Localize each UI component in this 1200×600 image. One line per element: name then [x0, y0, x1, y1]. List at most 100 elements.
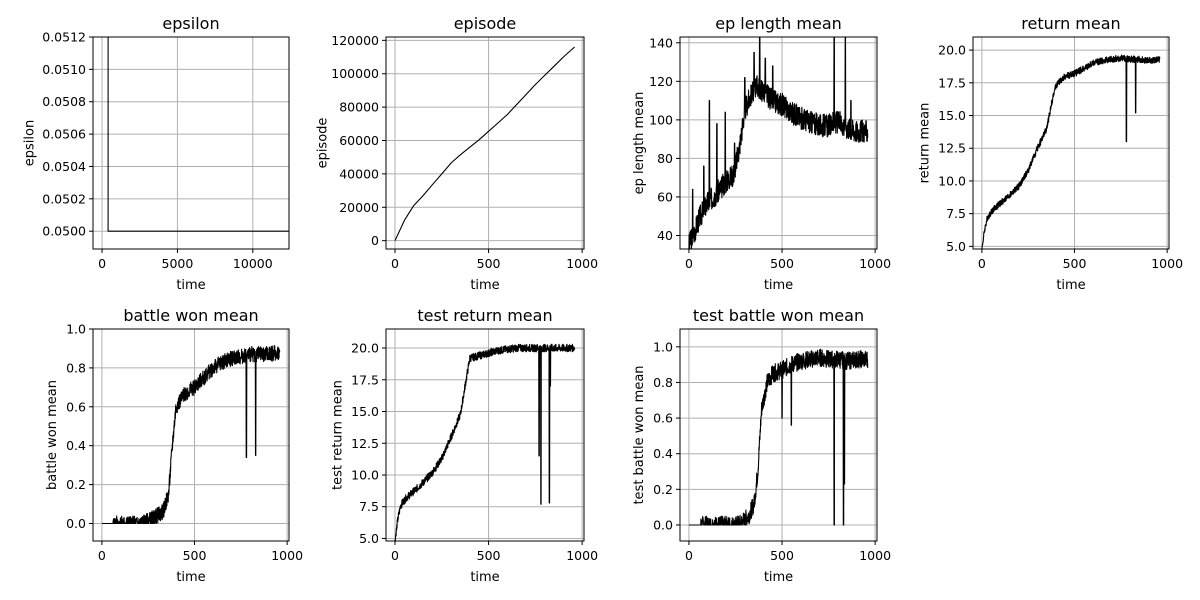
series-line: [394, 46, 575, 241]
series-line: [101, 345, 281, 525]
y-tick-label: 100: [649, 112, 673, 127]
series-line: [688, 348, 869, 526]
series-line: [394, 343, 576, 541]
subplot-title: test battle won mean: [693, 306, 864, 325]
x-tick-label: 5000: [162, 256, 194, 271]
x-tick-label: 500: [770, 256, 794, 271]
y-tick-label: 7.5: [359, 499, 379, 514]
subplot-7: 0 500 1000 0.0 0.2 0.4 0.6 0.8 1.0 test battle wo…: [632, 306, 891, 585]
subplot-6: 0 500 1000 5.0 7.5 10.0 12.5 15.0 17.5 20.0 test r…: [331, 306, 598, 585]
x-axis-label: time: [764, 570, 793, 585]
y-tick-label: 0.6: [66, 399, 86, 414]
x-tick-label: 0: [98, 256, 106, 271]
subplot-2: 0 500 1000 0 20000 40000 60000 80000 100000 12000…: [315, 14, 598, 293]
axes-frame: [92, 36, 290, 250]
y-tick-label: 17.5: [938, 75, 966, 90]
y-tick-label: 100000: [331, 66, 379, 81]
x-tick-label: 0: [391, 548, 399, 563]
x-tick-label: 500: [477, 256, 501, 271]
y-tick-label: 20.0: [938, 43, 966, 58]
axes-frame: [679, 36, 878, 250]
subplot-title: episode: [454, 14, 517, 33]
x-tick-label: 0: [685, 548, 693, 563]
series-line: [981, 54, 1161, 249]
y-tick-label: 12.5: [938, 141, 966, 156]
y-tick-label: 5.0: [359, 531, 379, 546]
axes-frame: [385, 328, 585, 542]
y-tick-label: 80: [657, 151, 673, 166]
x-tick-label: 0: [391, 256, 399, 271]
subplot-title: test return mean: [417, 306, 552, 325]
subplot-title: return mean: [1021, 14, 1120, 33]
y-axis-label: test battle won mean: [632, 365, 647, 504]
y-tick-label: 0.8: [66, 360, 86, 375]
y-tick-label: 15.0: [351, 404, 379, 419]
subplot-title: ep length mean: [715, 14, 842, 33]
x-tick-label: 0: [98, 548, 106, 563]
y-axis-label: test return mean: [331, 380, 346, 490]
y-axis-label: episode: [315, 118, 330, 169]
x-tick-label: 1000: [859, 548, 891, 563]
y-tick-label: 0.0508: [42, 94, 86, 109]
subplot-5: 0 500 1000 0.0 0.2 0.4 0.6 0.8 1.0 battle won mea…: [45, 306, 303, 585]
x-tick-label: 500: [770, 548, 794, 563]
y-tick-label: 0.0: [66, 516, 86, 531]
y-tick-label: 0.0504: [42, 159, 86, 174]
y-tick-label: 5.0: [946, 239, 966, 254]
y-axis-label: return mean: [918, 103, 933, 184]
y-tick-label: 0.4: [653, 446, 673, 461]
y-tick-label: 20.0: [351, 341, 379, 356]
x-tick-label: 1000: [566, 548, 598, 563]
y-tick-label: 0.6: [653, 411, 673, 426]
y-tick-label: 0.4: [66, 438, 86, 453]
x-tick-label: 0: [685, 256, 693, 271]
subplot-title: battle won mean: [123, 306, 258, 325]
x-tick-label: 0: [978, 256, 986, 271]
y-tick-label: 0.0: [653, 517, 673, 532]
y-tick-label: 17.5: [351, 372, 379, 387]
x-axis-label: time: [176, 278, 205, 293]
y-tick-label: 1.0: [653, 339, 673, 354]
y-tick-label: 20000: [339, 200, 379, 215]
y-tick-label: 60: [657, 189, 673, 204]
x-tick-label: 1000: [1151, 256, 1183, 271]
y-tick-label: 0.0510: [42, 62, 86, 77]
y-tick-label: 10.0: [351, 467, 379, 482]
y-tick-label: 120: [649, 74, 673, 89]
x-tick-label: 1000: [566, 256, 598, 271]
y-tick-label: 40: [657, 228, 673, 243]
x-tick-label: 500: [1063, 256, 1087, 271]
x-tick-label: 500: [183, 548, 207, 563]
subplot-4: 0 500 1000 5.0 7.5 10.0 12.5 15.0 17.5 20.0 return…: [918, 14, 1183, 293]
y-tick-label: 7.5: [946, 206, 966, 221]
y-axis-label: epsilon: [22, 120, 37, 166]
y-tick-label: 12.5: [351, 436, 379, 451]
axes-frame: [92, 328, 290, 542]
x-tick-label: 1000: [859, 256, 891, 271]
series-line: [688, 37, 869, 249]
y-tick-label: 0.0512: [42, 30, 86, 45]
y-tick-label: 1.0: [66, 322, 86, 337]
x-tick-label: 500: [477, 548, 501, 563]
x-axis-label: time: [470, 278, 499, 293]
y-axis-label: ep length mean: [632, 92, 647, 195]
y-tick-label: 120000: [331, 33, 379, 48]
y-tick-label: 0.2: [66, 477, 86, 492]
y-tick-label: 40000: [339, 166, 379, 181]
subplot-title: epsilon: [162, 14, 219, 33]
axes-frame: [385, 36, 585, 250]
y-tick-label: 10.0: [938, 173, 966, 188]
subplot-1: 0 5000 10000 0.0500 0.0502 0.0504 0.0506 0.0508…: [22, 14, 290, 293]
x-axis-label: time: [764, 278, 793, 293]
y-tick-label: 0.0500: [42, 224, 86, 239]
y-tick-label: 60000: [339, 133, 379, 148]
y-axis-label: battle won mean: [45, 380, 60, 490]
y-tick-label: 80000: [339, 100, 379, 115]
x-axis-label: time: [470, 570, 499, 585]
x-axis-label: time: [1056, 278, 1085, 293]
y-tick-label: 0.0502: [42, 191, 86, 206]
y-tick-label: 15.0: [938, 108, 966, 123]
y-tick-label: 140: [649, 35, 673, 50]
x-axis-label: time: [176, 570, 205, 585]
